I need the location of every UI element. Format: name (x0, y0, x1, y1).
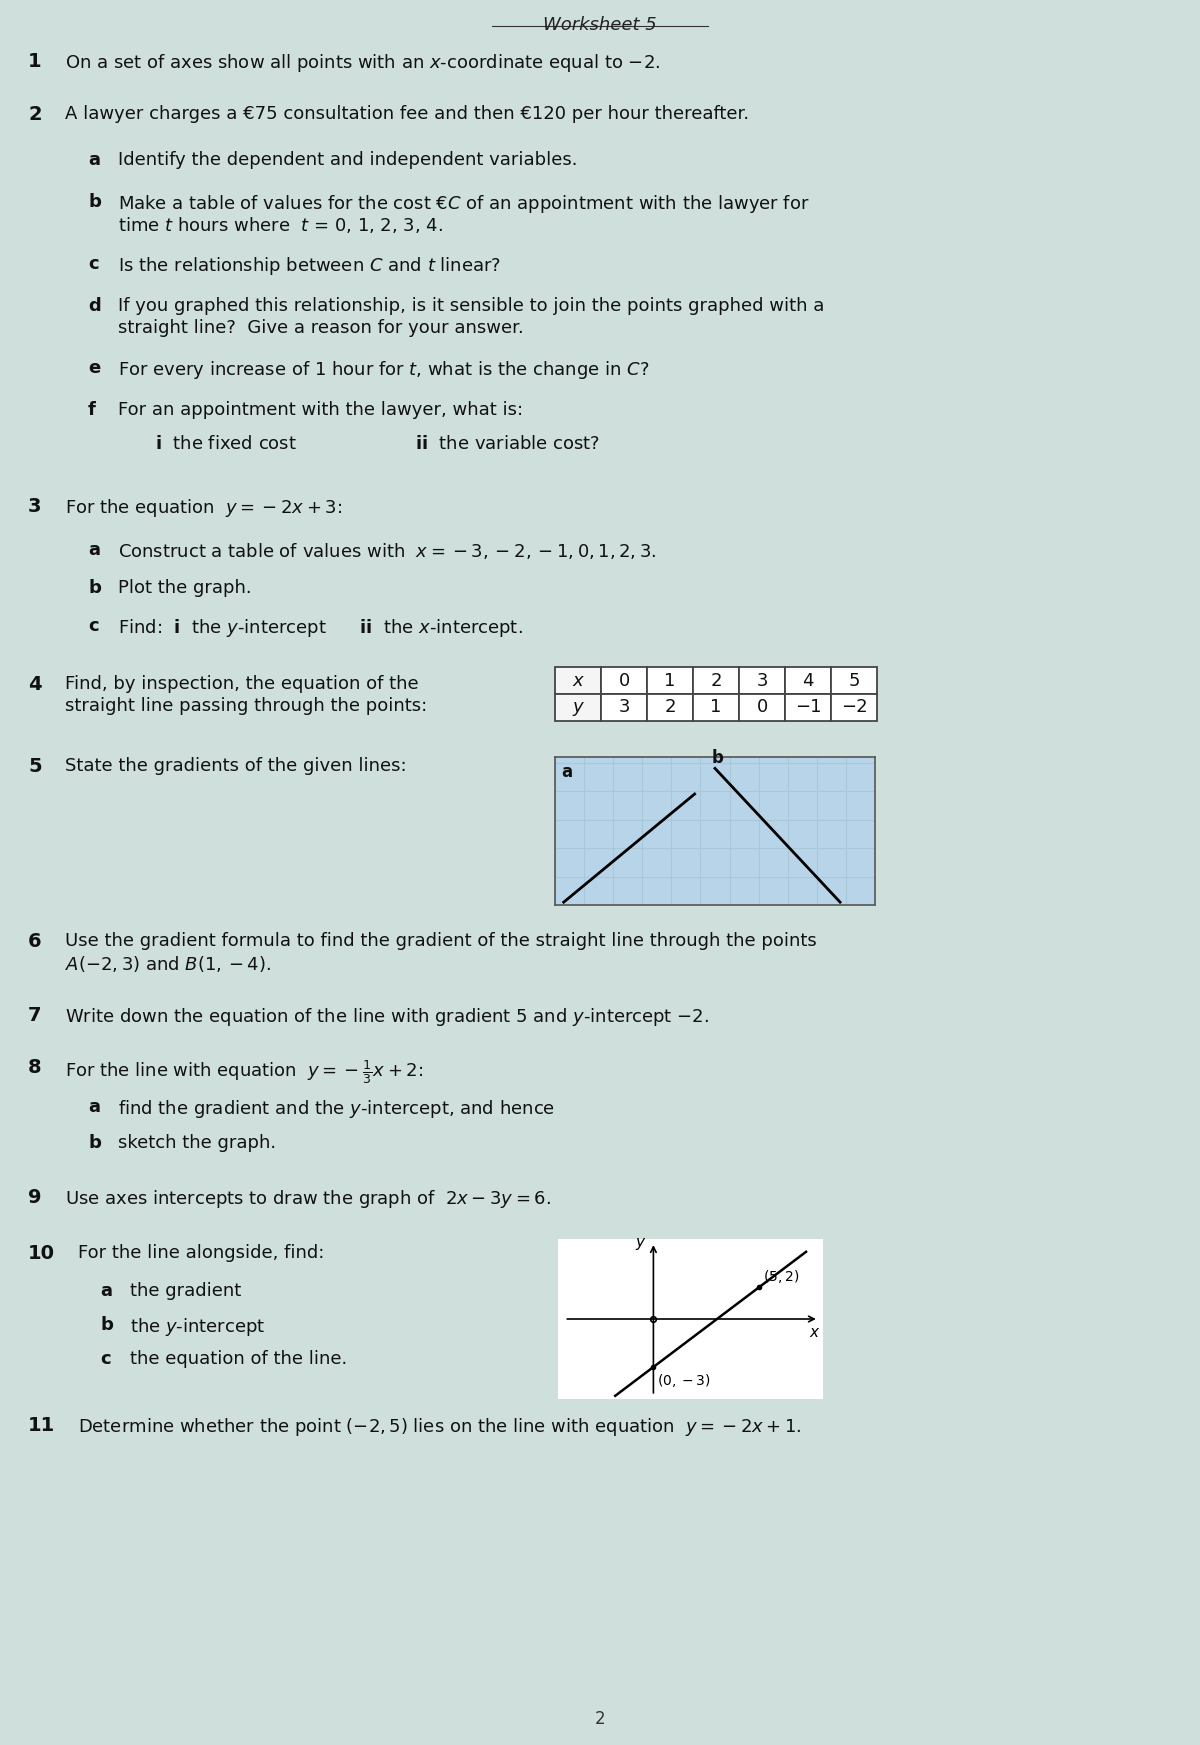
Text: straight line?  Give a reason for your answer.: straight line? Give a reason for your an… (118, 319, 523, 337)
Text: 11: 11 (28, 1415, 55, 1434)
Text: a: a (88, 152, 100, 169)
Bar (694, 695, 739, 721)
Text: For the line alongside, find:: For the line alongside, find: (78, 1244, 324, 1262)
Text: −1: −1 (794, 698, 821, 717)
Text: 5: 5 (28, 757, 42, 777)
Text: $(0,-3)$: $(0,-3)$ (656, 1372, 710, 1389)
Text: 3: 3 (618, 698, 630, 717)
Text: b: b (88, 194, 101, 211)
Text: the $y$-intercept: the $y$-intercept (130, 1316, 265, 1338)
Text: the equation of the line.: the equation of the line. (130, 1351, 347, 1368)
Bar (554, 667, 601, 695)
Text: A lawyer charges a €75 consultation fee and then €120 per hour thereafter.: A lawyer charges a €75 consultation fee … (65, 105, 749, 122)
Bar (785, 695, 830, 721)
Bar (601, 667, 647, 695)
Text: 6: 6 (28, 932, 42, 951)
Text: b: b (88, 579, 101, 597)
Text: 1: 1 (665, 672, 676, 689)
Text: For the line with equation  $y = -\frac{1}{3}x + 2$:: For the line with equation $y = -\frac{1… (65, 1057, 424, 1085)
Text: b: b (88, 1134, 101, 1152)
Bar (739, 695, 785, 721)
Text: d: d (88, 297, 101, 316)
Text: f: f (88, 401, 96, 419)
Text: sketch the graph.: sketch the graph. (118, 1134, 276, 1152)
Text: 5: 5 (848, 672, 859, 689)
Text: $(5, 2)$: $(5, 2)$ (762, 1269, 799, 1286)
Text: 3: 3 (28, 497, 42, 517)
Text: Identify the dependent and independent variables.: Identify the dependent and independent v… (118, 152, 577, 169)
Text: the gradient: the gradient (130, 1283, 241, 1300)
Text: e: e (88, 359, 101, 377)
Bar (601, 695, 647, 721)
Bar (785, 667, 830, 695)
Text: 9: 9 (28, 1188, 42, 1208)
Text: Find:  $\mathbf{i}$  the $y$-intercept      $\mathbf{ii}$  the $x$-intercept.: Find: $\mathbf{i}$ the $y$-intercept $\m… (118, 618, 523, 639)
Text: 10: 10 (28, 1244, 55, 1263)
Text: $x$: $x$ (809, 1324, 821, 1340)
Text: 8: 8 (28, 1057, 42, 1077)
Text: a: a (100, 1283, 112, 1300)
Text: 3: 3 (756, 672, 768, 689)
Bar (554, 695, 601, 721)
Text: $A(-2, 3)$ and $B(1, -4)$.: $A(-2, 3)$ and $B(1, -4)$. (65, 955, 271, 974)
Text: find the gradient and the $y$-intercept, and hence: find the gradient and the $y$-intercept,… (118, 1098, 556, 1120)
Text: 0: 0 (756, 698, 768, 717)
Text: Construct a table of values with  $x = -3, -2, -1, 0, 1, 2, 3$.: Construct a table of values with $x = -3… (118, 541, 656, 560)
Text: a: a (88, 541, 100, 558)
Text: b: b (712, 749, 724, 766)
Text: a: a (88, 1098, 100, 1117)
Text: 0: 0 (618, 672, 630, 689)
Text: Find, by inspection, the equation of the: Find, by inspection, the equation of the (65, 675, 419, 693)
Text: 4: 4 (803, 672, 814, 689)
Text: Make a table of values for the cost €$C$ of an appointment with the lawyer for: Make a table of values for the cost €$C$… (118, 194, 810, 215)
Text: On a set of axes show all points with an $x$-coordinate equal to −2.: On a set of axes show all points with an… (65, 52, 660, 73)
Text: y: y (572, 698, 583, 717)
Text: b: b (100, 1316, 113, 1333)
Text: x: x (572, 672, 583, 689)
Text: State the gradients of the given lines:: State the gradients of the given lines: (65, 757, 407, 775)
Text: If you graphed this relationship, is it sensible to join the points graphed with: If you graphed this relationship, is it … (118, 297, 824, 316)
Text: $\mathbf{i}$  the fixed cost: $\mathbf{i}$ the fixed cost (155, 435, 296, 454)
Text: c: c (100, 1351, 110, 1368)
Text: Is the relationship between $C$ and $t$ linear?: Is the relationship between $C$ and $t$ … (118, 255, 500, 277)
Text: c: c (88, 255, 98, 272)
Bar (647, 695, 694, 721)
Bar (830, 667, 877, 695)
Text: 1: 1 (710, 698, 721, 717)
Text: 7: 7 (28, 1007, 42, 1024)
Text: For an appointment with the lawyer, what is:: For an appointment with the lawyer, what… (118, 401, 523, 419)
Text: Write down the equation of the line with gradient 5 and $y$-intercept $-2$.: Write down the equation of the line with… (65, 1007, 709, 1028)
Text: For the equation  $y = -2x + 3$:: For the equation $y = -2x + 3$: (65, 497, 342, 518)
Text: $\mathbf{ii}$  the variable cost?: $\mathbf{ii}$ the variable cost? (415, 435, 600, 454)
Text: 4: 4 (28, 675, 42, 695)
Text: −2: −2 (841, 698, 868, 717)
Text: c: c (88, 618, 98, 635)
Text: 2: 2 (28, 105, 42, 124)
Text: For every increase of 1 hour for $t$, what is the change in $C$?: For every increase of 1 hour for $t$, wh… (118, 359, 649, 380)
Text: Plot the graph.: Plot the graph. (118, 579, 252, 597)
Text: 1: 1 (28, 52, 42, 72)
Text: 2: 2 (595, 1710, 605, 1728)
Bar (830, 695, 877, 721)
Text: Use axes intercepts to draw the graph of  $2x - 3y = 6$.: Use axes intercepts to draw the graph of… (65, 1188, 551, 1209)
Bar (694, 667, 739, 695)
Text: straight line passing through the points:: straight line passing through the points… (65, 696, 427, 715)
Text: 2: 2 (665, 698, 676, 717)
Text: Use the gradient formula to find the gradient of the straight line through the p: Use the gradient formula to find the gra… (65, 932, 817, 949)
Bar (647, 667, 694, 695)
Text: time $t$ hours where  $t$ = 0, 1, 2, 3, 4.: time $t$ hours where $t$ = 0, 1, 2, 3, 4… (118, 215, 443, 236)
Text: Worksheet 5: Worksheet 5 (544, 16, 656, 33)
Text: 2: 2 (710, 672, 721, 689)
Text: a: a (560, 763, 572, 782)
Text: $y$: $y$ (636, 1235, 647, 1251)
Text: Determine whether the point $(-2, 5)$ lies on the line with equation  $y = -2x +: Determine whether the point $(-2, 5)$ li… (78, 1415, 802, 1438)
Bar (739, 667, 785, 695)
